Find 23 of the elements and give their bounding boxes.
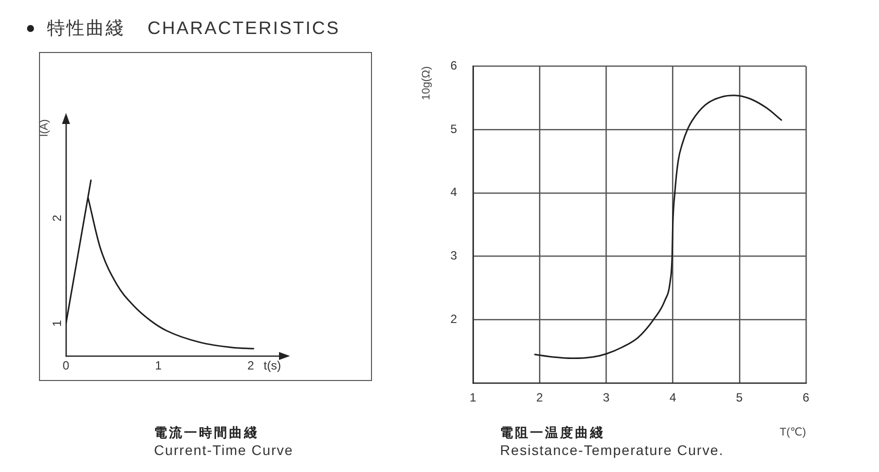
y-axis-title: 10g(Ω) [420,66,433,100]
y-axis-title: I(A) [38,119,51,137]
x-tick-label: 4 [669,390,676,405]
y-tick-label: 3 [450,248,458,263]
x-axis-title: T(℃) [780,426,806,438]
y-tick-label: 6 [450,58,458,73]
x-axis-title: t(s) [264,358,281,373]
x-tick-label: 2 [536,390,544,405]
x-tick-label: 5 [736,390,744,405]
text: 特性曲綫 CHARACTERISTICS [47,17,340,40]
text: 電阻一温度曲綫 [500,424,605,442]
x-tick-label: 0 [62,358,70,373]
text: Resistance-Temperature Curve. [500,442,724,458]
x-tick-label: 3 [602,390,610,405]
y-tick-label: 2 [450,312,458,326]
x-tick-label: 6 [802,390,810,405]
y-tick-label: 4 [450,185,458,200]
x-tick-label: 1 [470,390,477,405]
x-tick-label: 2 [247,358,254,373]
text: Current-Time Curve [154,442,294,458]
text: 電流一時間曲綫 [154,424,259,442]
x-tick-label: 1 [155,358,162,373]
y-tick-label: 5 [450,122,458,136]
